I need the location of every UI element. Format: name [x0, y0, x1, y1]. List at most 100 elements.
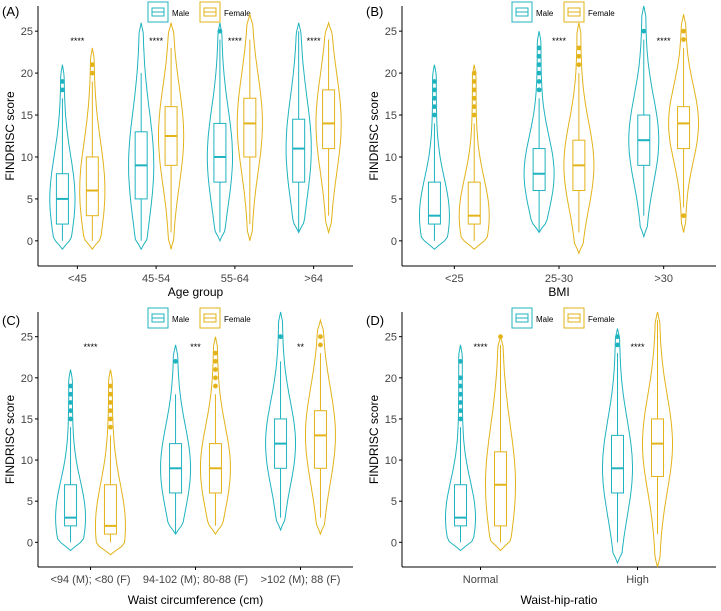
y-tick-label: 0: [27, 537, 33, 549]
violin-male: [265, 311, 296, 532]
significance-label: ****: [657, 36, 672, 46]
x-tick-label: <94 (M); <80 (F): [50, 574, 130, 586]
legend-male-label: Male: [536, 9, 554, 18]
y-axis-title: FINDRISC score: [367, 91, 381, 181]
outlier-point: [68, 400, 73, 405]
y-tick-label: 0: [391, 537, 397, 549]
outlier-point: [213, 383, 218, 389]
outlier-point: [458, 358, 463, 364]
y-tick-label: 0: [27, 236, 33, 248]
legend-female-key: [199, 307, 221, 329]
outlier-point: [458, 391, 463, 397]
outlier-point: [471, 87, 477, 93]
legend-female-label: Female: [224, 315, 251, 324]
outlier-point: [681, 28, 686, 34]
violin-male: [445, 344, 476, 552]
legend: Male Female: [511, 1, 615, 23]
x-tick-label: 94-102 (M); 80-88 (F): [143, 574, 248, 586]
outlier-point: [432, 79, 437, 84]
y-tick-label: 10: [385, 152, 397, 164]
y-tick-label: 25: [385, 332, 397, 344]
x-tick-label: <25: [445, 273, 464, 285]
outlier-point: [89, 62, 95, 68]
outlier-point: [213, 358, 218, 364]
outlier-point: [217, 28, 223, 34]
violin-female: [158, 22, 185, 250]
y-axis-title: FINDRISC score: [367, 395, 381, 485]
legend: Male Female: [147, 1, 251, 23]
chart-panel-3: (C) Male Female 0 5 10 15 20 25 FINDRISC score Wai…: [2, 307, 353, 607]
outlier-point: [536, 79, 542, 84]
outlier-point: [641, 28, 647, 34]
outlier-point: [498, 334, 503, 340]
y-tick-label: 25: [21, 26, 33, 38]
outlier-point: [60, 87, 65, 93]
violin-male: [55, 369, 86, 552]
outlier-point: [458, 408, 463, 414]
outlier-point: [536, 87, 542, 93]
outlier-point: [213, 350, 218, 356]
box-male: [611, 434, 624, 494]
outlier-point: [615, 342, 620, 348]
box-female: [313, 410, 327, 469]
box-female: [322, 89, 336, 150]
outlier-point: [108, 383, 113, 389]
x-axis-title: Waist circumference (cm): [128, 593, 264, 607]
outlier-point: [108, 391, 113, 397]
outlier-point: [576, 62, 582, 68]
legend-male-key: [147, 1, 169, 23]
legend-male-key: [511, 307, 533, 329]
y-tick-label: 10: [21, 455, 33, 467]
legend-female-label: Female: [224, 9, 251, 18]
outlier-point: [68, 391, 73, 397]
violin-female: [563, 22, 595, 255]
x-axis-title: BMI: [548, 285, 569, 299]
violin-female: [305, 318, 336, 536]
y-tick-label: 20: [21, 68, 33, 80]
box-male: [292, 118, 306, 183]
outlier-point: [68, 416, 73, 422]
y-tick-label: 25: [385, 26, 397, 38]
panel-tag: (B): [366, 4, 383, 19]
violin-male: [602, 328, 633, 565]
y-tick-label: 15: [21, 110, 33, 122]
panel-tag: (A): [2, 4, 19, 19]
box-female: [494, 451, 507, 527]
significance-label: ****: [630, 342, 645, 352]
x-tick-label: >30: [654, 273, 673, 285]
outlier-point: [615, 334, 620, 340]
x-tick-label: Normal: [463, 574, 498, 586]
outlier-point: [432, 87, 437, 93]
violin-male: [49, 64, 76, 251]
outlier-point: [471, 104, 477, 110]
violin-female: [668, 14, 700, 233]
outlier-point: [458, 375, 463, 381]
significance-label: ****: [149, 36, 164, 46]
box-male: [427, 181, 441, 225]
outlier-point: [471, 112, 477, 118]
violin-male: [419, 64, 450, 250]
significance-label: ****: [83, 342, 98, 352]
violin-female: [236, 12, 263, 241]
y-tick-label: 5: [27, 194, 33, 206]
outlier-point: [213, 367, 218, 372]
outlier-point: [213, 375, 218, 381]
violin-male: [206, 22, 233, 243]
y-tick-label: 5: [391, 496, 397, 508]
y-tick-label: 15: [385, 110, 397, 122]
violin-female: [79, 47, 106, 251]
outlier-point: [318, 334, 323, 340]
x-axis-title: Waist-hip-ratio: [521, 593, 598, 607]
violin-male: [128, 22, 155, 251]
legend-male-label: Male: [172, 315, 190, 324]
outlier-point: [60, 79, 65, 84]
chart-panel-2: (B) Male Female 0 5 10 15 20 25 FINDRISC score BMI…: [366, 1, 716, 299]
outlier-point: [458, 400, 463, 405]
outlier-point: [432, 104, 437, 110]
x-tick-label: >64: [304, 273, 323, 285]
outlier-point: [576, 53, 582, 59]
outlier-point: [432, 95, 437, 101]
y-tick-label: 25: [21, 332, 33, 344]
outlier-point: [278, 334, 283, 340]
